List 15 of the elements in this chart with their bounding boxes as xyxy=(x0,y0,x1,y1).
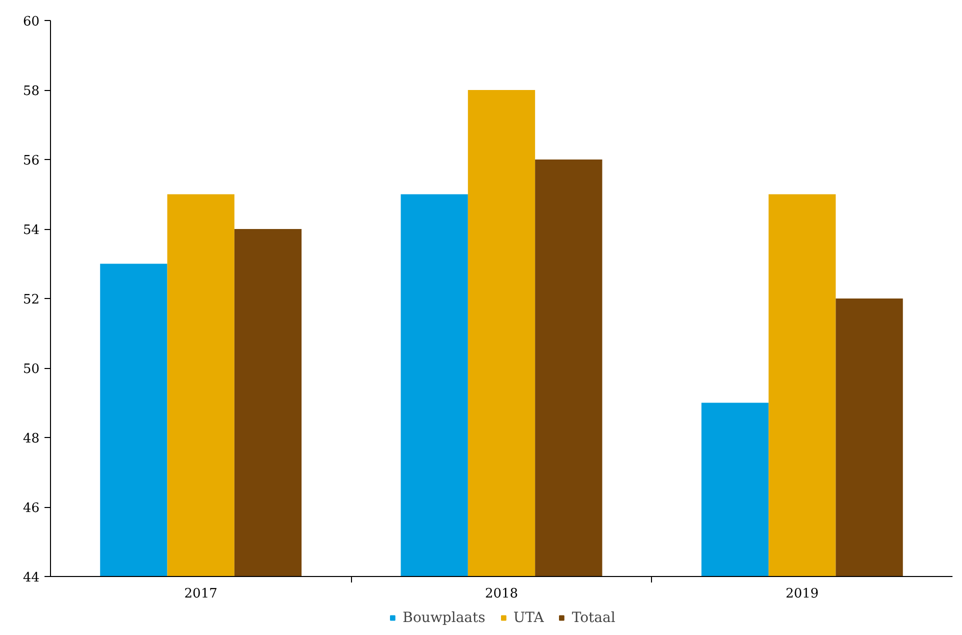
y-tick-label: 44 xyxy=(22,570,40,586)
y-tick-label: 48 xyxy=(22,432,40,446)
y-tick-label: 52 xyxy=(22,292,40,308)
y-tick-label: 46 xyxy=(22,501,40,516)
y-tick-label: 56 xyxy=(22,154,40,168)
x-tick-label: 2017 xyxy=(184,586,218,602)
y-tick-label: 58 xyxy=(22,84,40,99)
x-tick-label: 2018 xyxy=(484,586,518,602)
legend-label: Bouwplaats xyxy=(402,610,486,626)
y-tick-label: 60 xyxy=(22,14,40,30)
y-tick-label: 54 xyxy=(22,223,40,238)
y-tick-label: 50 xyxy=(22,362,40,377)
x-tick-label: 2019 xyxy=(786,586,819,602)
legend-label: UTA xyxy=(513,610,544,626)
legend-label: Totaal xyxy=(572,610,616,626)
